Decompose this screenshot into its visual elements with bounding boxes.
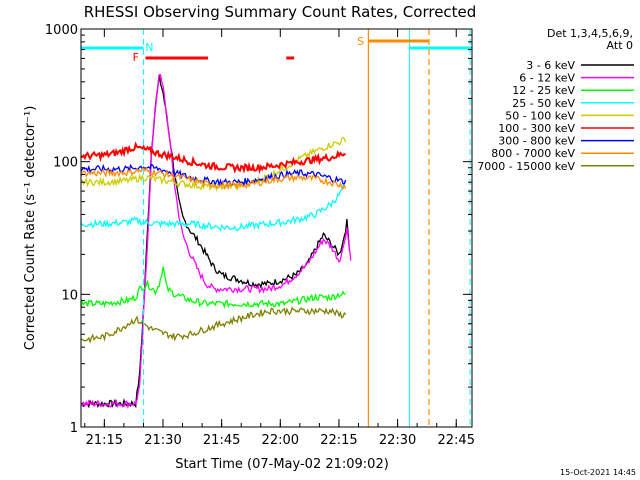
x-tick-label: 21:15 xyxy=(86,433,123,448)
x-tick-label: 22:30 xyxy=(379,433,416,448)
legend-label: 50 - 100 keV xyxy=(505,109,575,122)
series-line-5 xyxy=(80,141,346,175)
legend-label: 800 - 7000 keV xyxy=(491,147,575,160)
series-line-7 xyxy=(80,166,347,191)
x-tick-label: 22:45 xyxy=(438,433,475,448)
legend-label: 3 - 6 keV xyxy=(526,59,575,72)
y-tick-label: 100 xyxy=(53,156,78,171)
series-line-2 xyxy=(80,266,346,309)
chart-title: RHESSI Observing Summary Count Rates, Co… xyxy=(84,3,477,21)
legend-header-2: Att 0 xyxy=(607,39,633,52)
x-tick-label: 22:15 xyxy=(320,433,357,448)
timestamp: 15-Oct-2021 14:45 xyxy=(560,468,636,477)
legend-label: 12 - 25 keV xyxy=(512,84,575,97)
annotation-s: S xyxy=(357,35,364,48)
y-tick-label: 10 xyxy=(61,288,78,303)
x-tick-label: 21:45 xyxy=(203,433,240,448)
plot-frame xyxy=(80,28,473,428)
x-axis: 21:15 21:30 21:45 22:00 22:15 22:30 22:45 xyxy=(84,29,475,448)
series-line-0 xyxy=(80,74,351,409)
x-tick-label: 22:00 xyxy=(262,433,299,448)
y-axis-label: Corrected Count Rate (s⁻¹ detector⁻¹) xyxy=(23,106,38,351)
series-line-1 xyxy=(80,74,352,410)
legend-label: 25 - 50 keV xyxy=(512,97,575,110)
series-layer xyxy=(80,74,352,410)
legend-label: 7000 - 15000 keV xyxy=(477,160,575,173)
series-line-8 xyxy=(80,306,347,344)
series-line-3 xyxy=(80,181,347,232)
annotation-n: N xyxy=(145,41,153,54)
y-axis: 1 10 100 1000 xyxy=(45,23,472,436)
y-tick-label: 1 xyxy=(70,421,78,436)
series-line-6 xyxy=(80,163,347,188)
legend-label: 100 - 300 keV xyxy=(498,122,575,135)
legend-label: 300 - 800 keV xyxy=(498,135,575,148)
overlay-layer: NF S xyxy=(81,29,472,427)
x-axis-label: Start Time (07-May-02 21:09:02) xyxy=(175,457,389,472)
series-line-4 xyxy=(80,136,347,192)
x-tick-label: 21:30 xyxy=(144,433,181,448)
legend-header: Det 1,3,4,5,6,9, xyxy=(547,27,633,40)
legend-label: 6 - 12 keV xyxy=(519,72,575,85)
y-tick-label: 1000 xyxy=(45,23,78,38)
annotation-f: F xyxy=(133,51,139,64)
